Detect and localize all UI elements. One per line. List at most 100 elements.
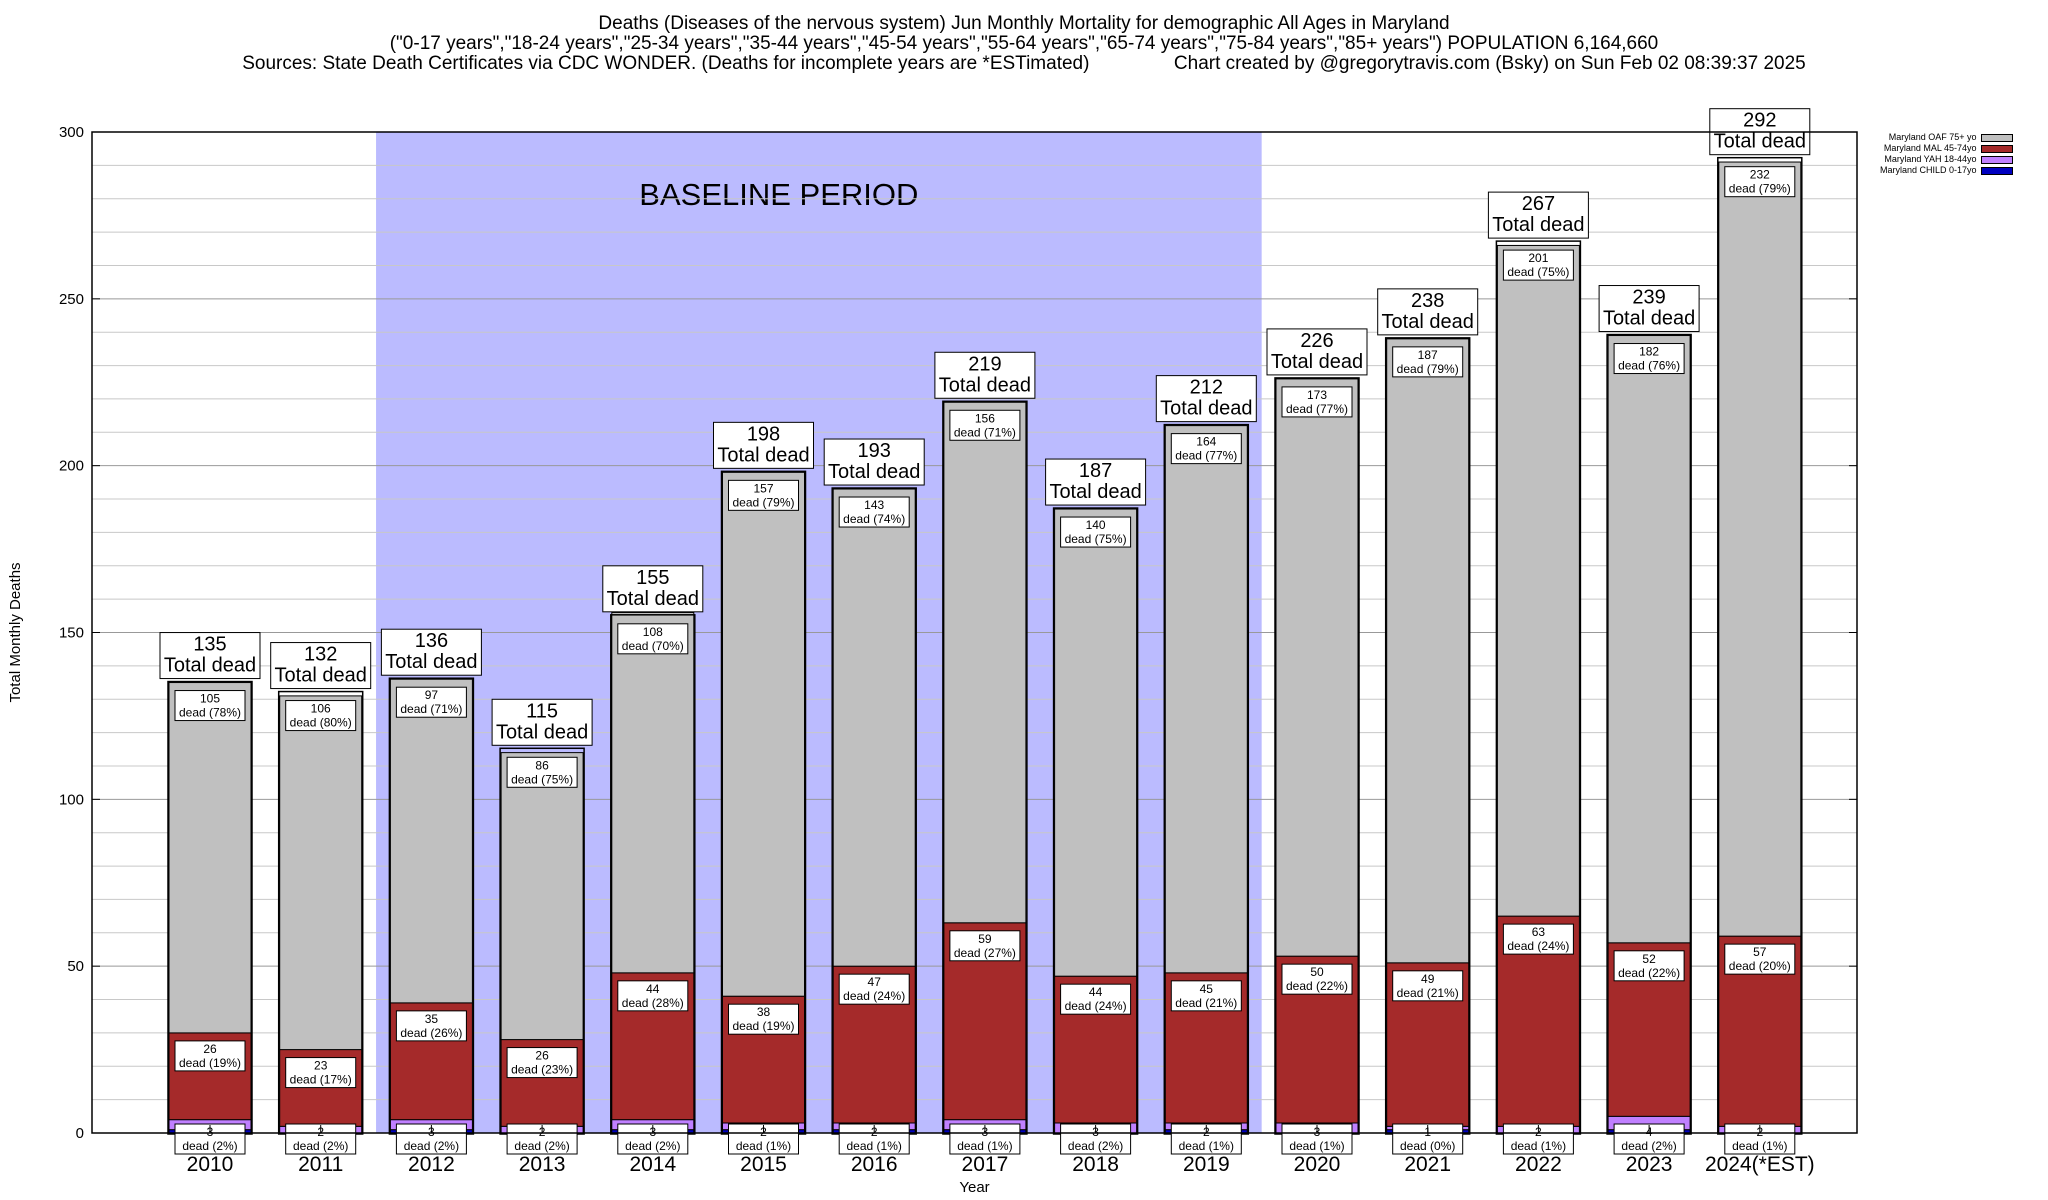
chart-sources-line: Sources: State Death Certificates via CD… — [0, 54, 2048, 74]
x-tick-label: 2015 — [740, 1153, 787, 1176]
segment-percent-label: dead (2%) — [514, 1139, 569, 1153]
x-tick-label: 2023 — [1626, 1153, 1673, 1176]
segment-percent-label: dead (80%) — [290, 716, 352, 730]
bar-segment-oaf — [279, 695, 363, 1051]
segment-value-label: 164 — [1196, 435, 1216, 449]
segment-percent-label: dead (27%) — [954, 946, 1016, 960]
total-label-box — [934, 351, 1036, 399]
segment-percent-label: dead (75%) — [1065, 532, 1127, 546]
segment-value-label: 105 — [200, 692, 220, 706]
total-label-box — [823, 438, 925, 486]
total-dead-label: Total dead — [164, 655, 256, 677]
segment-label-box — [838, 496, 910, 528]
segment-percent-label: dead (2%) — [293, 1139, 348, 1153]
segment-value-label: 23 — [314, 1059, 328, 1073]
segment-label-box — [1502, 249, 1574, 281]
segment-percent-label: dead (77%) — [1286, 402, 1348, 416]
segment-label-box — [1060, 983, 1132, 1015]
segment-percent-label: dead (76%) — [1618, 359, 1680, 373]
x-tick-label: 2017 — [962, 1153, 1009, 1176]
total-label-box — [380, 628, 482, 676]
legend-swatch — [1980, 155, 2013, 164]
segment-label-box — [838, 973, 910, 1005]
segment-value-label: 26 — [535, 1049, 549, 1063]
segment-percent-label: dead (75%) — [1507, 265, 1569, 279]
total-dead-label: Total dead — [275, 665, 367, 687]
x-axis-label: Year — [959, 1179, 989, 1196]
bar-segment-oaf — [832, 488, 916, 967]
segment-percent-label: dead (70%) — [622, 639, 684, 653]
segment-value-label: 50 — [1310, 965, 1324, 979]
segment-percent-label: dead (1%) — [1732, 1139, 1787, 1153]
segment-percent-label: dead (19%) — [732, 1019, 794, 1033]
segment-label-box — [1170, 980, 1242, 1012]
segment-value-label: 49 — [1421, 972, 1435, 986]
x-tick-label: 2022 — [1515, 1153, 1562, 1176]
segment-label-box — [506, 1047, 578, 1079]
bar-segment-oaf — [1496, 244, 1580, 917]
total-dead-label: Total dead — [717, 444, 809, 466]
legend-item-yah: Maryland YAH 18-44yo — [1880, 154, 2013, 165]
bar-segment-oaf — [389, 678, 473, 1004]
segment-label-box — [728, 1123, 799, 1155]
total-label-box — [1487, 191, 1589, 239]
segment-label-box — [949, 930, 1021, 962]
segment-percent-label: dead (79%) — [1397, 362, 1459, 376]
segment-percent-label: dead (78%) — [179, 706, 241, 720]
total-label-box — [602, 565, 704, 613]
bar-segment-oaf — [1275, 378, 1359, 957]
segment-value-label: 182 — [1639, 345, 1659, 359]
x-tick-label: 2012 — [408, 1153, 455, 1176]
total-label-box — [491, 698, 593, 746]
total-dead-label: Total dead — [607, 588, 699, 610]
segment-percent-label: dead (1%) — [1511, 1139, 1566, 1153]
segment-percent-label: dead (2%) — [1068, 1139, 1123, 1153]
legend-swatch — [1980, 133, 2013, 142]
bar-segment-oaf — [1718, 161, 1802, 937]
bar-segment-oaf — [1607, 335, 1691, 944]
segment-percent-label: dead (0%) — [1400, 1139, 1455, 1153]
total-value-label: 212 — [1190, 377, 1223, 399]
segment-value-label: 106 — [311, 702, 331, 716]
segment-label-box — [1392, 1123, 1464, 1155]
segment-label-box — [1170, 433, 1242, 465]
bar-segment-oaf — [500, 752, 584, 1041]
total-value-label: 292 — [1743, 110, 1776, 132]
segment-percent-label: dead (24%) — [1507, 939, 1569, 953]
segment-percent-label: dead (24%) — [843, 989, 905, 1003]
bar-segment-oaf — [722, 471, 805, 997]
segment-label-box — [1502, 923, 1574, 955]
total-value-label: 219 — [968, 353, 1001, 375]
total-dead-label: Total dead — [1049, 481, 1141, 503]
segment-value-label: 63 — [1532, 925, 1546, 939]
segment-value-label: 52 — [1642, 952, 1656, 966]
segment-label-box — [1613, 343, 1685, 375]
segment-value-label: 140 — [1086, 518, 1106, 532]
segment-value-label: 97 — [425, 688, 439, 702]
segment-label-box — [949, 409, 1021, 441]
segment-percent-label: dead (28%) — [622, 996, 684, 1010]
total-value-label: 267 — [1522, 193, 1555, 215]
total-label-box — [270, 642, 372, 690]
bar-segment-oaf — [943, 401, 1027, 924]
segment-percent-label: dead (2%) — [1621, 1139, 1676, 1153]
segment-label-box — [285, 700, 357, 732]
segment-value-label: 143 — [864, 498, 884, 512]
segment-label-box — [1724, 166, 1796, 198]
segment-value-label: 57 — [1753, 945, 1767, 959]
segment-value-label: 35 — [425, 1012, 439, 1026]
total-dead-label: Total dead — [1603, 308, 1695, 330]
segment-value-label: 156 — [975, 411, 995, 425]
segment-label-box — [728, 1003, 799, 1035]
legend-label: Maryland MAL 45-74yo — [1883, 143, 1977, 153]
y-tick-label: 50 — [67, 958, 84, 975]
segment-value-label: 45 — [1200, 982, 1214, 996]
segment-percent-label: dead (75%) — [511, 772, 573, 786]
segment-value-label: 173 — [1307, 388, 1327, 402]
segment-label-box — [285, 1057, 357, 1089]
segment-percent-label: dead (71%) — [954, 425, 1016, 439]
bar-segment-oaf — [1054, 508, 1138, 977]
total-dead-label: Total dead — [1714, 131, 1806, 153]
x-tick-label: 2010 — [187, 1153, 234, 1176]
chart-title-block: Deaths (Diseases of the nervous system) … — [0, 14, 2048, 74]
